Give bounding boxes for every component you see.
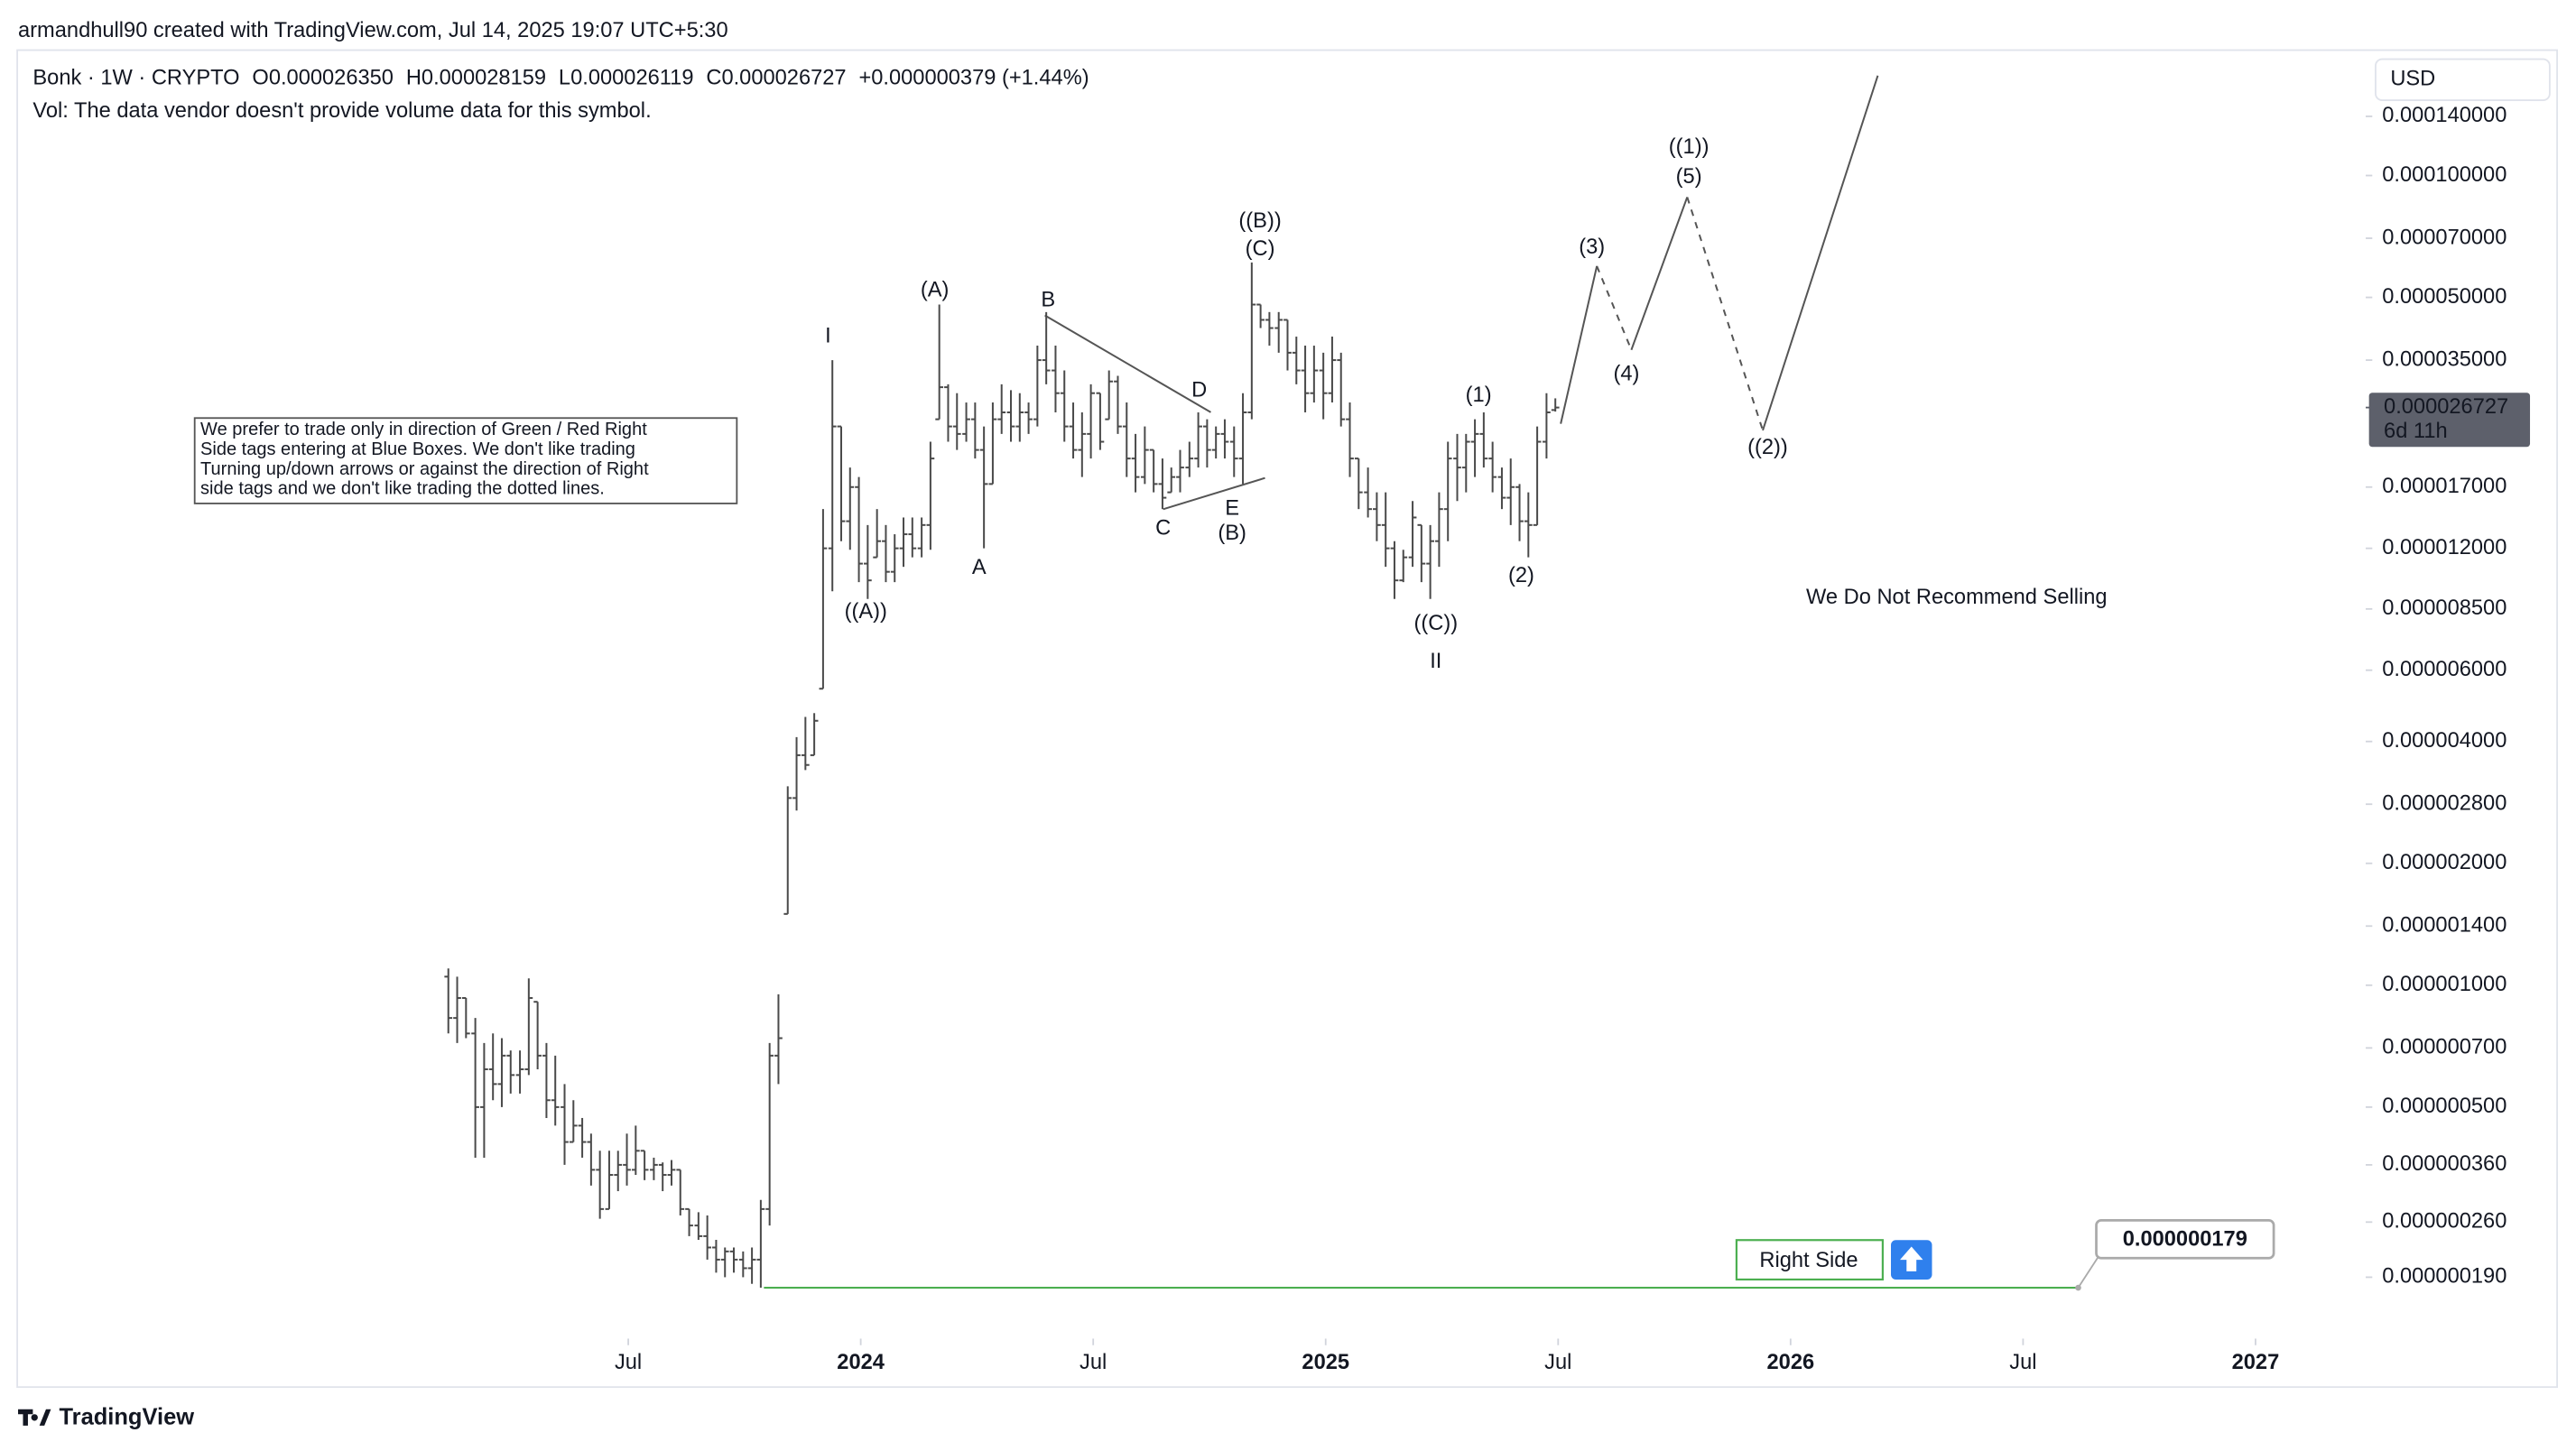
price-label: 0.000000179 (2123, 1228, 2247, 1252)
drawings (1044, 75, 1879, 511)
y-tick-label: 0.000100000 (2382, 163, 2507, 187)
note-line: Side tags entering at Blue Boxes. We don… (200, 439, 635, 459)
x-tick-label: 2027 (2232, 1351, 2280, 1374)
wave-label: ((B)) (1238, 209, 1281, 233)
x-tick-label: Jul (2009, 1351, 2036, 1374)
price-line-dot (2075, 1284, 2081, 1291)
symbol: Bonk · 1W · CRYPTO (32, 67, 239, 90)
wave-label: We Do Not Recommend Selling (1806, 586, 2108, 609)
wave-label: (A) (921, 278, 950, 301)
y-tick-label: 0.000050000 (2382, 285, 2507, 309)
wave-label: ((A)) (845, 600, 887, 624)
projection-line (1630, 197, 1689, 351)
ohlc-key: H (406, 67, 422, 90)
last-price-box (2368, 393, 2531, 448)
triangle-line (1044, 314, 1211, 413)
x-tick-label: Jul (615, 1351, 642, 1374)
ohlc-key: C (706, 67, 721, 90)
volume-note: Vol: The data vendor doesn't provide vol… (32, 99, 651, 123)
last-price-label: 0.000026727 (2384, 395, 2508, 419)
x-tick-label: 2024 (837, 1351, 885, 1374)
wave-label: D (1191, 378, 1207, 402)
y-tick-label: 0.000001000 (2382, 973, 2507, 996)
y-tick-label: 0.000000260 (2382, 1210, 2507, 1234)
ohlc-value: 0.000028159 (422, 67, 546, 90)
change: +0.000000379 (+1.44%) (858, 67, 1089, 90)
projection-line (1686, 197, 1764, 431)
y-tick-label: 0.000006000 (2382, 658, 2507, 681)
x-tick-label: Jul (1544, 1351, 1571, 1374)
wave-label: (4) (1613, 362, 1639, 385)
ohlc-value: 0.000026119 (570, 67, 693, 90)
wave-label: E (1225, 497, 1239, 521)
y-tick-label: 0.000017000 (2382, 475, 2507, 498)
wave-label: (B) (1218, 522, 1246, 545)
y-tick-label: 0.000001400 (2382, 914, 2507, 938)
y-tick-label: 0.000004000 (2382, 729, 2507, 753)
x-tick-label: 2026 (1767, 1351, 1815, 1374)
y-tick-label: 0.000035000 (2382, 347, 2507, 371)
y-tick-label: 0.000002800 (2382, 791, 2507, 815)
wave-label: ((C)) (1414, 612, 1459, 635)
ohlc-value: 0.000026350 (269, 67, 394, 90)
y-tick-label: 0.000070000 (2382, 226, 2507, 249)
y-tick-label: 0.000000700 (2382, 1036, 2507, 1059)
wave-label: II (1430, 650, 1441, 673)
y-tick-label: 0.000002000 (2382, 851, 2507, 874)
projection-line (1596, 265, 1633, 351)
arrow-icon (1900, 1246, 1923, 1271)
note-box (193, 417, 738, 504)
countdown: 6d 11h (2384, 420, 2448, 443)
wave-label: B (1041, 288, 1055, 311)
x-tick-label: Jul (1080, 1351, 1107, 1374)
ohlc-key: O (252, 67, 268, 90)
currency[interactable]: USD (2390, 68, 2435, 91)
chart-frame (16, 49, 2558, 1389)
price-bars (444, 262, 1560, 1289)
logo-icon (18, 1409, 51, 1426)
note-line: side tags and we don't like trading the … (200, 479, 605, 499)
wave-label: (5) (1676, 165, 1702, 189)
footer-brand: TradingView (60, 1404, 195, 1429)
y-tick-label: 0.000000500 (2382, 1095, 2507, 1118)
wave-label: ((2)) (1747, 436, 1788, 459)
projection-line (1762, 75, 1879, 431)
wave-label: (3) (1579, 236, 1605, 259)
price-line-callout (2077, 1254, 2100, 1289)
ohlc-value: 0.000026727 (721, 67, 846, 90)
y-tick-label: 0.000012000 (2382, 536, 2507, 559)
triangle-line (1163, 476, 1265, 511)
right-side-box (1735, 1239, 1884, 1281)
footer-logo: TradingView (18, 1404, 194, 1429)
wave-label: ((1)) (1669, 135, 1710, 159)
y-tick-label: 0.000000190 (2382, 1265, 2507, 1289)
price-label-box (2095, 1219, 2275, 1260)
note-line: We prefer to trade only in direction of … (200, 420, 647, 439)
wave-label: (2) (1508, 564, 1534, 587)
y-tick-label: 0.000008500 (2382, 596, 2507, 620)
wave-label: C (1155, 516, 1171, 540)
projection-line (1560, 265, 1598, 424)
ohlc-key: L (559, 67, 570, 90)
right-side-tag: Right Side (1759, 1249, 1858, 1272)
author-line: armandhull90 created with TradingView.co… (18, 19, 728, 42)
wave-label: (C) (1246, 237, 1275, 261)
x-tick-label: 2025 (1302, 1351, 1349, 1374)
y-tick-label: 0.000140000 (2382, 104, 2507, 127)
currency-button[interactable] (2375, 58, 2551, 101)
wave-label: I (825, 324, 831, 347)
legend-line: Bonk · 1W · CRYPTO O0.000026350 H0.00002… (32, 67, 1089, 90)
wave-label: A (972, 556, 987, 579)
wave-label: (1) (1466, 384, 1492, 407)
note-line: Turning up/down arrows or against the di… (200, 459, 649, 479)
y-tick-label: 0.000000360 (2382, 1152, 2507, 1176)
